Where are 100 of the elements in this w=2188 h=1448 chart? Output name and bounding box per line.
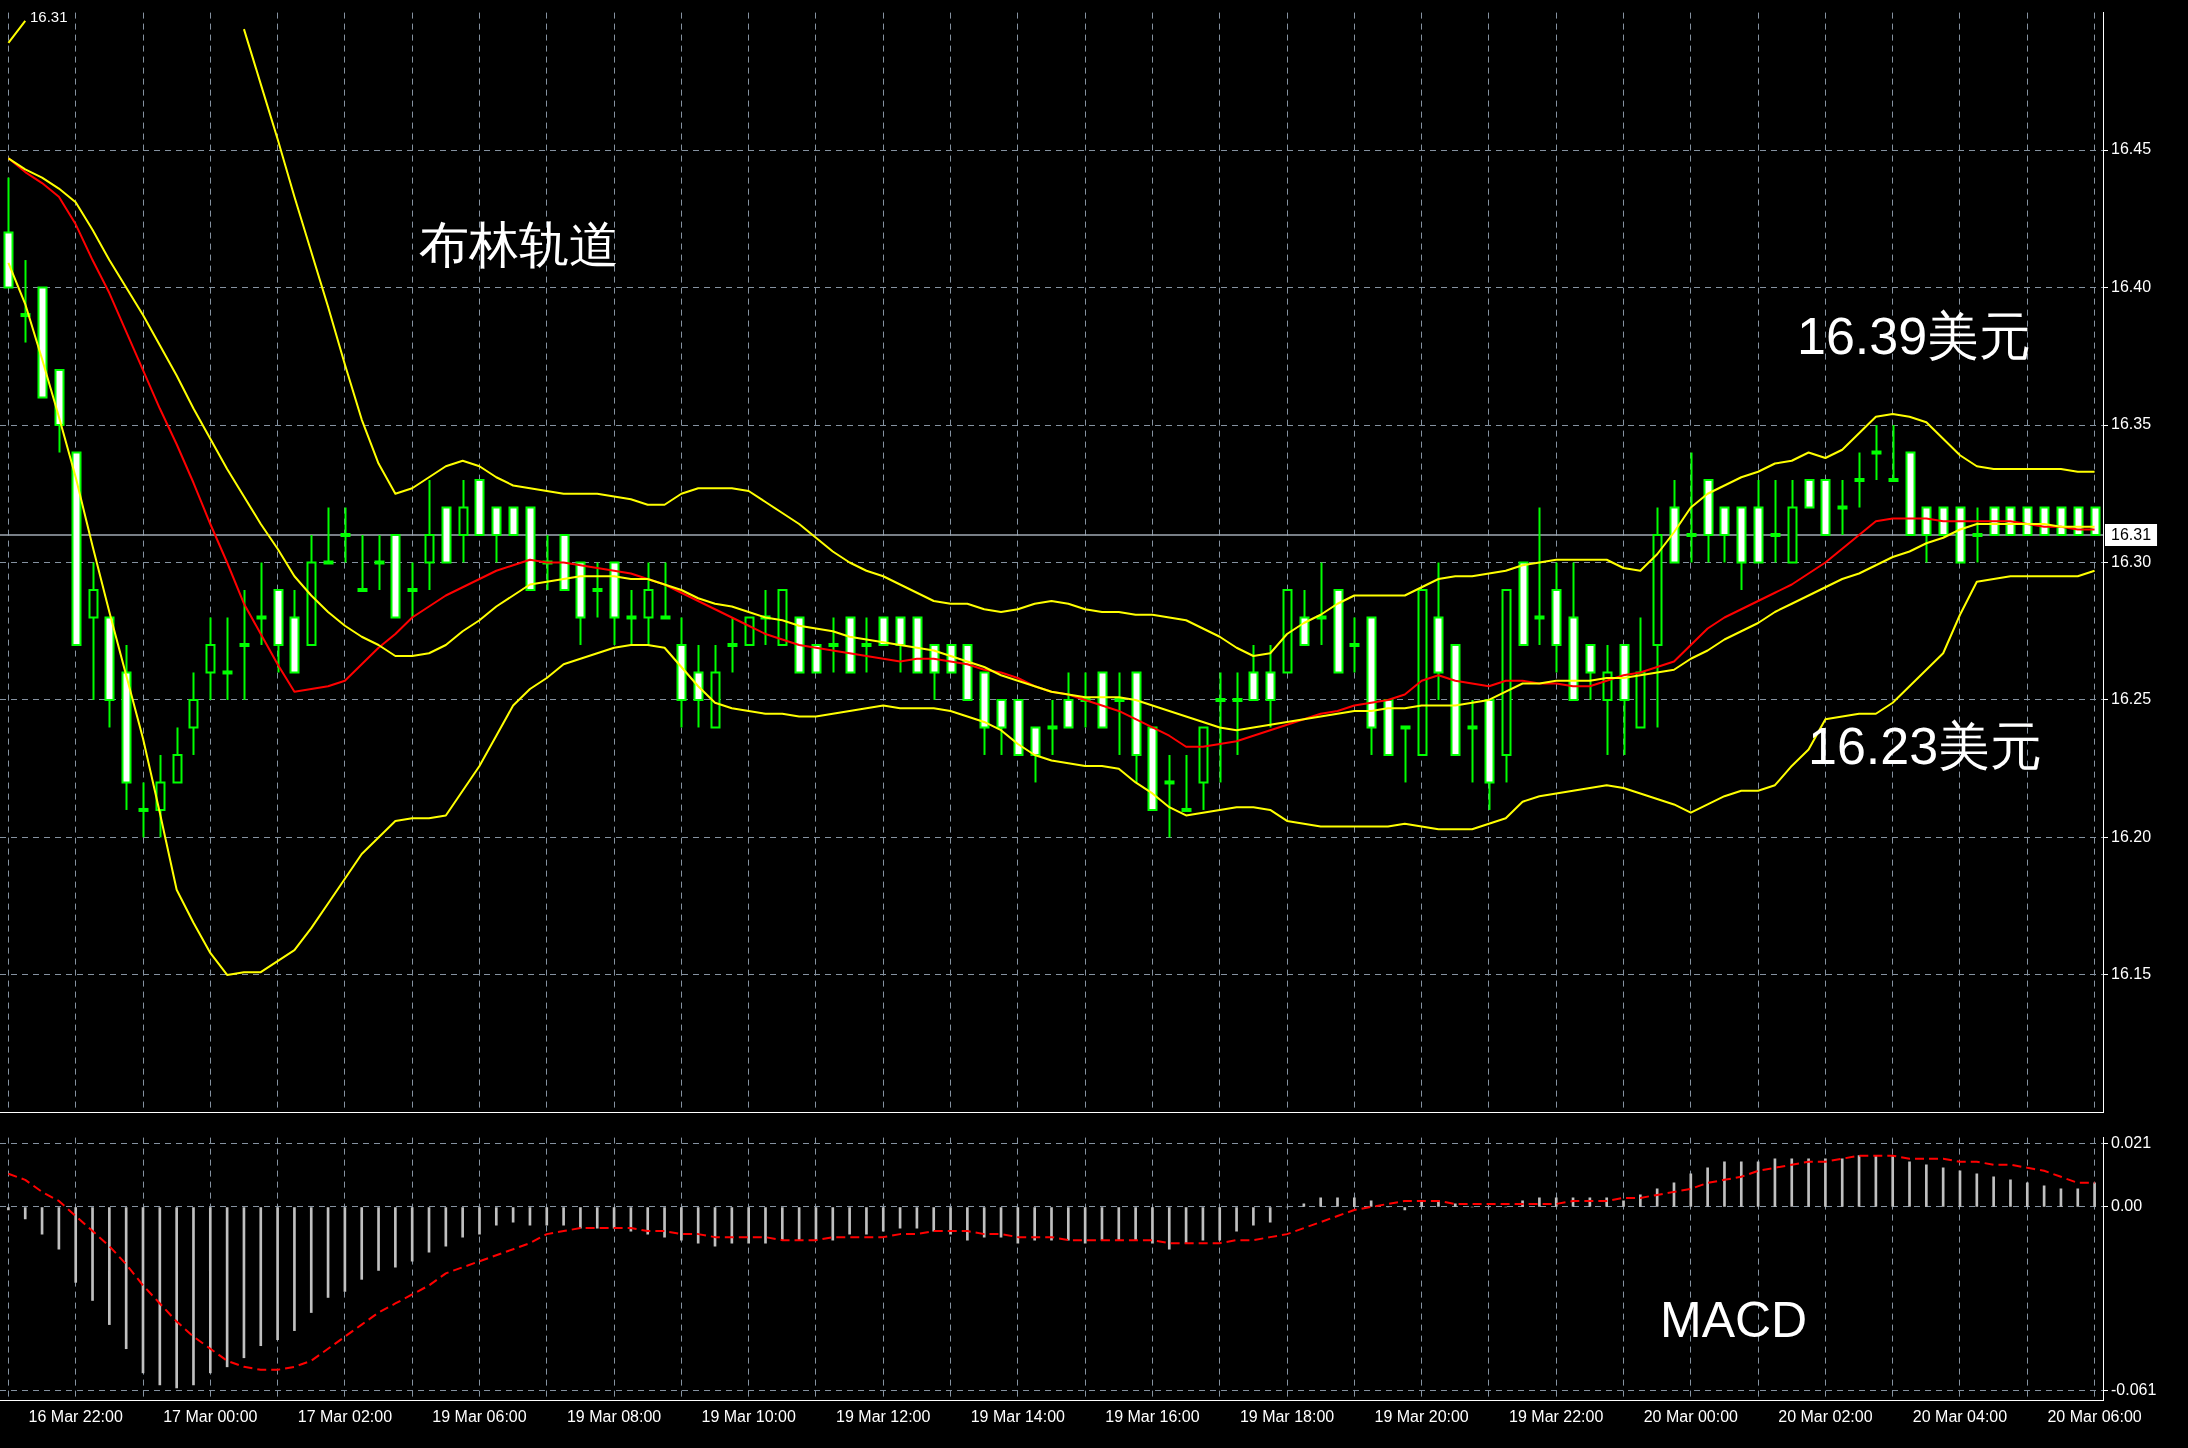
bar	[410, 1207, 414, 1262]
bar	[309, 1207, 313, 1313]
bar	[1403, 1207, 1407, 1211]
bar	[158, 1207, 162, 1386]
bar	[192, 1207, 195, 1386]
bar	[1050, 1207, 1053, 1241]
bar	[646, 1207, 650, 1235]
x-tick-label: 17 Mar 00:00	[163, 1408, 258, 1426]
candlestick	[1686, 451, 1697, 564]
bar	[1723, 1161, 1726, 1207]
bar	[1252, 1207, 1255, 1226]
x-tick-label: 19 Mar 08:00	[566, 1408, 662, 1426]
bar	[1218, 1207, 1222, 1241]
bar	[932, 1207, 936, 1232]
bar	[377, 1207, 380, 1271]
bar	[831, 1207, 835, 1241]
bar	[562, 1207, 565, 1226]
y-tick-label: 16.20	[2111, 827, 2152, 845]
bar	[91, 1207, 94, 1301]
candlestick	[357, 534, 368, 592]
candlestick	[1164, 753, 1175, 839]
bar	[696, 1207, 700, 1244]
bar	[1824, 1158, 1827, 1207]
annotation: 布林轨道	[419, 217, 619, 273]
bar	[1235, 1207, 1238, 1232]
candlestick	[1114, 671, 1125, 756]
bar	[1353, 1197, 1356, 1207]
candlestick	[1215, 671, 1226, 784]
bar	[2025, 1182, 2029, 1207]
bar	[276, 1207, 279, 1341]
bar	[1706, 1167, 1709, 1207]
bar	[1134, 1207, 1137, 1241]
bar	[124, 1207, 128, 1350]
bar	[7, 1207, 10, 1211]
bar	[108, 1207, 111, 1325]
x-tick-label: 19 Mar 14:00	[970, 1408, 1066, 1426]
annotation: MACD	[1660, 1292, 1808, 1348]
bar	[747, 1207, 750, 1244]
bar	[1992, 1176, 1995, 1207]
bar	[1807, 1158, 1810, 1207]
bar	[208, 1207, 212, 1374]
bar	[461, 1207, 464, 1238]
bar	[494, 1207, 498, 1226]
bar	[478, 1207, 481, 1235]
y-tick-label: 0.021	[2111, 1134, 2152, 1152]
candlestick	[1770, 479, 1781, 564]
bar	[1268, 1207, 1272, 1223]
candlestick	[1400, 725, 1411, 784]
bar	[259, 1207, 263, 1347]
line-series	[7, 1154, 2096, 1371]
bar	[1453, 1203, 1457, 1207]
candlestick	[1047, 698, 1058, 756]
bar	[982, 1207, 986, 1238]
bar	[2076, 1188, 2080, 1207]
bar	[848, 1207, 851, 1235]
bar	[595, 1207, 599, 1229]
y-tick-label: 16.35	[2111, 415, 2152, 433]
bar	[23, 1207, 27, 1220]
y-tick-label: 16.25	[2111, 690, 2152, 708]
bar	[1925, 1164, 1928, 1207]
y-tick-label: 16.30	[2111, 552, 2152, 570]
y-tick-label: 0.00	[2111, 1197, 2143, 1215]
bar	[966, 1207, 969, 1241]
bar	[865, 1207, 868, 1235]
bar	[1941, 1167, 1945, 1207]
bar	[2009, 1179, 2012, 1207]
bar	[1336, 1197, 1339, 1207]
bar	[949, 1207, 952, 1235]
bar	[579, 1207, 582, 1229]
bar	[1739, 1161, 1743, 1207]
candlestick	[1349, 616, 1360, 674]
bar	[74, 1207, 78, 1283]
x-tick-label: 20 Mar 00:00	[1643, 1408, 1739, 1426]
y-tick-label: 16.45	[2111, 140, 2152, 158]
bar	[175, 1207, 178, 1389]
bar	[764, 1207, 767, 1244]
annotation: 16.23美元	[1808, 717, 2043, 775]
bar	[1622, 1200, 1625, 1207]
candlestick	[592, 561, 603, 619]
candlestick	[727, 616, 738, 674]
y-tick-label: 16.15	[2111, 965, 2152, 983]
candlestick	[1467, 698, 1478, 784]
candlestick	[256, 561, 267, 646]
candlestick	[340, 506, 351, 564]
candlestick	[1871, 424, 1882, 482]
bar	[1319, 1197, 1323, 1207]
x-tick-label: 19 Mar 18:00	[1239, 1408, 1335, 1426]
bar	[1840, 1158, 1844, 1207]
x-tick-label: 19 Mar 06:00	[432, 1408, 527, 1426]
y-tick-label: -0.061	[2111, 1381, 2157, 1399]
candlestick	[1837, 479, 1848, 537]
candlestick	[861, 616, 872, 674]
bar	[1151, 1207, 1154, 1244]
bar	[881, 1207, 885, 1232]
y-tick-label: 16.40	[2111, 277, 2152, 295]
candlestick	[626, 589, 637, 646]
bar	[1689, 1173, 1693, 1207]
candlestick	[828, 616, 839, 674]
bar	[2093, 1182, 2096, 1207]
bar	[1538, 1197, 1541, 1207]
